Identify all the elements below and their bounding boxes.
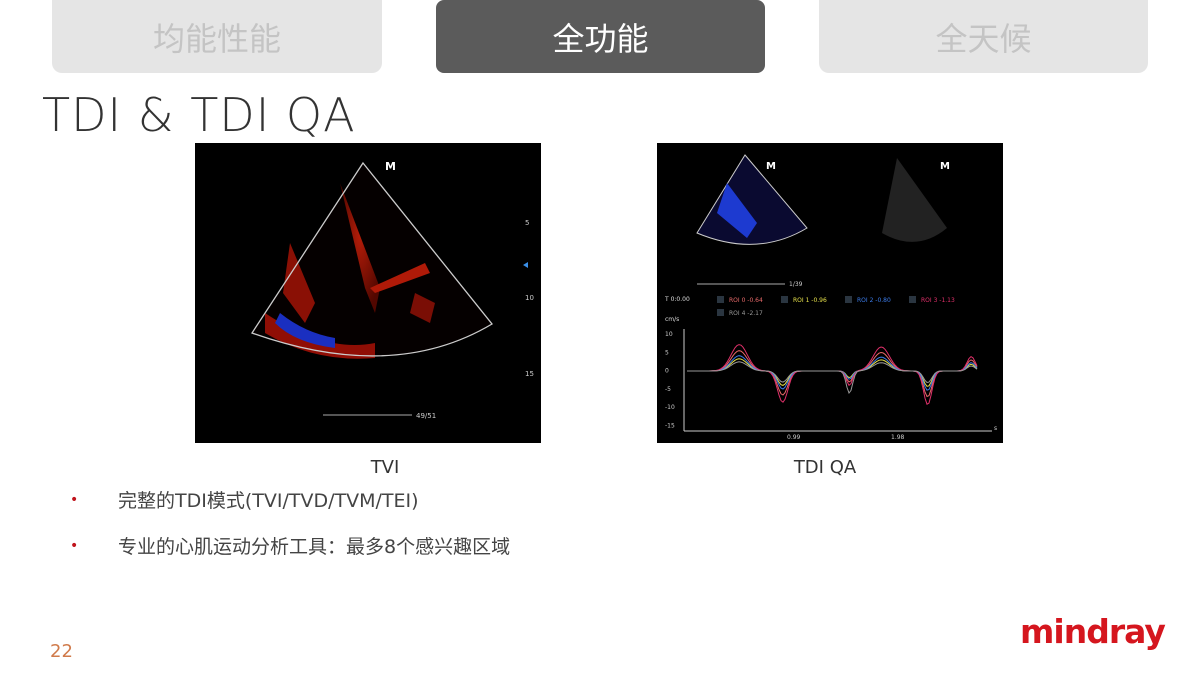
roi-velocity-curve — [687, 361, 978, 395]
roi-checkbox[interactable] — [717, 296, 724, 303]
marker-label-2: M — [940, 161, 950, 172]
tdiqa-image: M M 1/39 T 0:0.00 ROI 0 -0.64 ROI 1 -0.96… — [657, 143, 1003, 443]
bullet-item: • 完整的TDI模式(TVI/TVD/TVM/TEI) — [70, 486, 419, 513]
roi-label: ROI 1 -0.96 — [793, 297, 827, 304]
x-tick: 1.98 — [891, 434, 905, 441]
roi-label: ROI 0 -0.64 — [729, 297, 763, 304]
y-tick: 5 — [665, 349, 669, 356]
time-label: T 0:0.00 — [664, 296, 690, 303]
marker-label: M — [766, 161, 776, 172]
bullet-item: • 专业的心肌运动分析工具：最多8个感兴趣区域 — [70, 532, 510, 559]
roi-checkbox[interactable] — [781, 296, 788, 303]
bullet-icon: • — [70, 537, 79, 554]
roi-label: ROI 4 -2.17 — [729, 310, 763, 317]
tab-full-function[interactable]: 全功能 — [436, 0, 765, 73]
y-tick: -5 — [665, 386, 671, 393]
tab-balanced-performance[interactable]: 均能性能 — [52, 0, 382, 73]
bullet-text: 专业的心肌运动分析工具：最多8个感兴趣区域 — [118, 536, 511, 558]
frame-counter: 1/39 — [789, 281, 803, 288]
y-tick: 10 — [665, 331, 673, 338]
depth-tick: 10 — [525, 294, 534, 302]
roi-velocity-curve — [687, 350, 978, 398]
page-number: 22 — [50, 641, 73, 662]
roi-velocity-curve — [687, 344, 978, 405]
roi-checkbox[interactable] — [717, 309, 724, 316]
x-tick: 0.99 — [787, 434, 801, 441]
tvi-image: M 5 10 15 49/51 — [195, 143, 541, 443]
x-unit: s — [994, 425, 997, 432]
unit-label: cm/s — [665, 316, 679, 323]
frame-counter: 49/51 — [416, 412, 436, 420]
y-tick: 0 — [665, 368, 669, 375]
bullet-icon: • — [70, 491, 79, 508]
depth-tick: 15 — [525, 370, 534, 378]
y-tick: -15 — [665, 423, 675, 430]
bullet-text: 完整的TDI模式(TVI/TVD/TVM/TEI) — [118, 490, 419, 512]
tvi-caption: TVI — [370, 457, 400, 478]
focus-marker-icon — [523, 262, 528, 268]
roi-label: ROI 3 -1.13 — [921, 297, 955, 304]
mindray-logo: mindray — [1020, 612, 1166, 651]
y-tick: -10 — [665, 404, 675, 411]
tdiqa-caption: TDI QA — [793, 457, 857, 478]
roi-label: ROI 2 -0.80 — [857, 297, 891, 304]
slide-title: TDI & TDI QA — [42, 88, 356, 142]
tab-all-weather[interactable]: 全天候 — [819, 0, 1148, 73]
roi-checkbox[interactable] — [845, 296, 852, 303]
roi-checkbox[interactable] — [909, 296, 916, 303]
marker-label: M — [385, 160, 396, 173]
depth-tick: 5 — [525, 219, 529, 227]
